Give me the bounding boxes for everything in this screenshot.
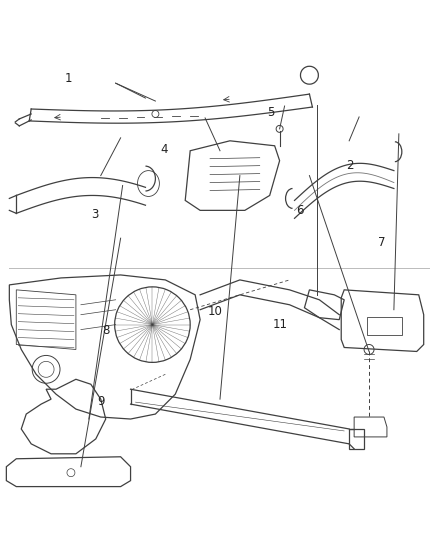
Text: 3: 3: [91, 208, 99, 221]
Text: 10: 10: [207, 305, 222, 318]
Text: 7: 7: [378, 236, 386, 249]
Text: 2: 2: [346, 159, 353, 172]
Text: 11: 11: [272, 318, 287, 331]
Text: 4: 4: [161, 143, 168, 157]
Text: 1: 1: [65, 72, 73, 85]
Text: 6: 6: [296, 204, 303, 217]
Text: 5: 5: [268, 107, 275, 119]
Text: 8: 8: [102, 324, 110, 336]
Text: 9: 9: [98, 395, 105, 408]
Bar: [367, 317, 402, 335]
